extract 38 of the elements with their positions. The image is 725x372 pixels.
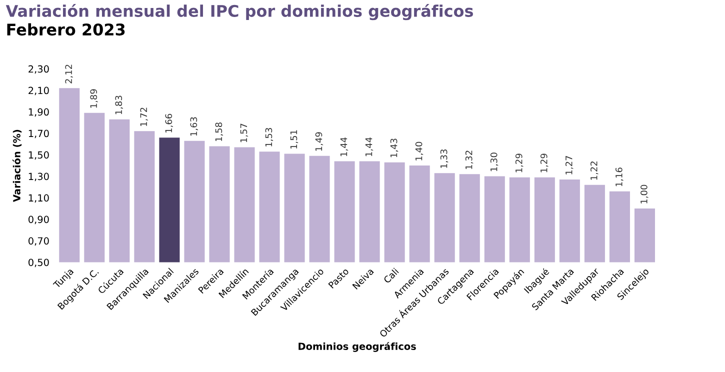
data-label: 1,66 xyxy=(165,114,173,132)
y-tick-label: 0,90 xyxy=(28,216,49,224)
data-label: 1,27 xyxy=(565,156,574,174)
data-label: 1,32 xyxy=(465,150,474,169)
data-label: 1,63 xyxy=(190,117,198,136)
y-axis-title: Variación (%) xyxy=(12,130,22,202)
data-label: 1,40 xyxy=(415,142,424,160)
y-tick-label: 1,90 xyxy=(28,108,49,117)
y-tick-label: 2,10 xyxy=(28,86,49,96)
y-tick-label: 1,30 xyxy=(28,172,49,182)
y-tick-label: 1,50 xyxy=(28,151,49,160)
data-label: 1,16 xyxy=(616,168,624,186)
data-label: 1,83 xyxy=(115,96,123,114)
data-label: 1,89 xyxy=(90,89,98,108)
y-tick-label: 0,50 xyxy=(28,258,49,268)
data-label: 1,44 xyxy=(340,137,348,156)
chart-subtitle: Febrero 2023 xyxy=(7,23,125,36)
y-tick-label: 1,10 xyxy=(28,194,49,203)
data-label: 1,43 xyxy=(390,138,398,158)
data-label: 1,57 xyxy=(240,124,248,142)
y-tick-label: 0,70 xyxy=(28,237,49,246)
data-label: 1,22 xyxy=(590,162,598,180)
data-label: 1,44 xyxy=(365,137,374,156)
data-label: 1,29 xyxy=(540,154,548,172)
data-label: 1,58 xyxy=(215,122,224,142)
data-label: 1,33 xyxy=(440,150,448,168)
data-label: 1,29 xyxy=(515,154,524,172)
y-tick-label: 1,70 xyxy=(28,130,49,138)
data-label: 1,49 xyxy=(315,132,324,151)
data-label: 1,30 xyxy=(490,152,498,172)
y-tick-label: 2,30 xyxy=(28,65,49,74)
data-label: 1,72 xyxy=(140,108,148,126)
data-label: 1,53 xyxy=(265,128,274,146)
chart-title: Variación mensual del IPC por dominios geográficos xyxy=(6,4,474,20)
x-axis-title: Dominios geográficos xyxy=(298,342,416,352)
data-label: 1,51 xyxy=(290,130,298,149)
data-label: 2,12 xyxy=(65,64,73,84)
data-label: 1,00 xyxy=(640,184,648,204)
